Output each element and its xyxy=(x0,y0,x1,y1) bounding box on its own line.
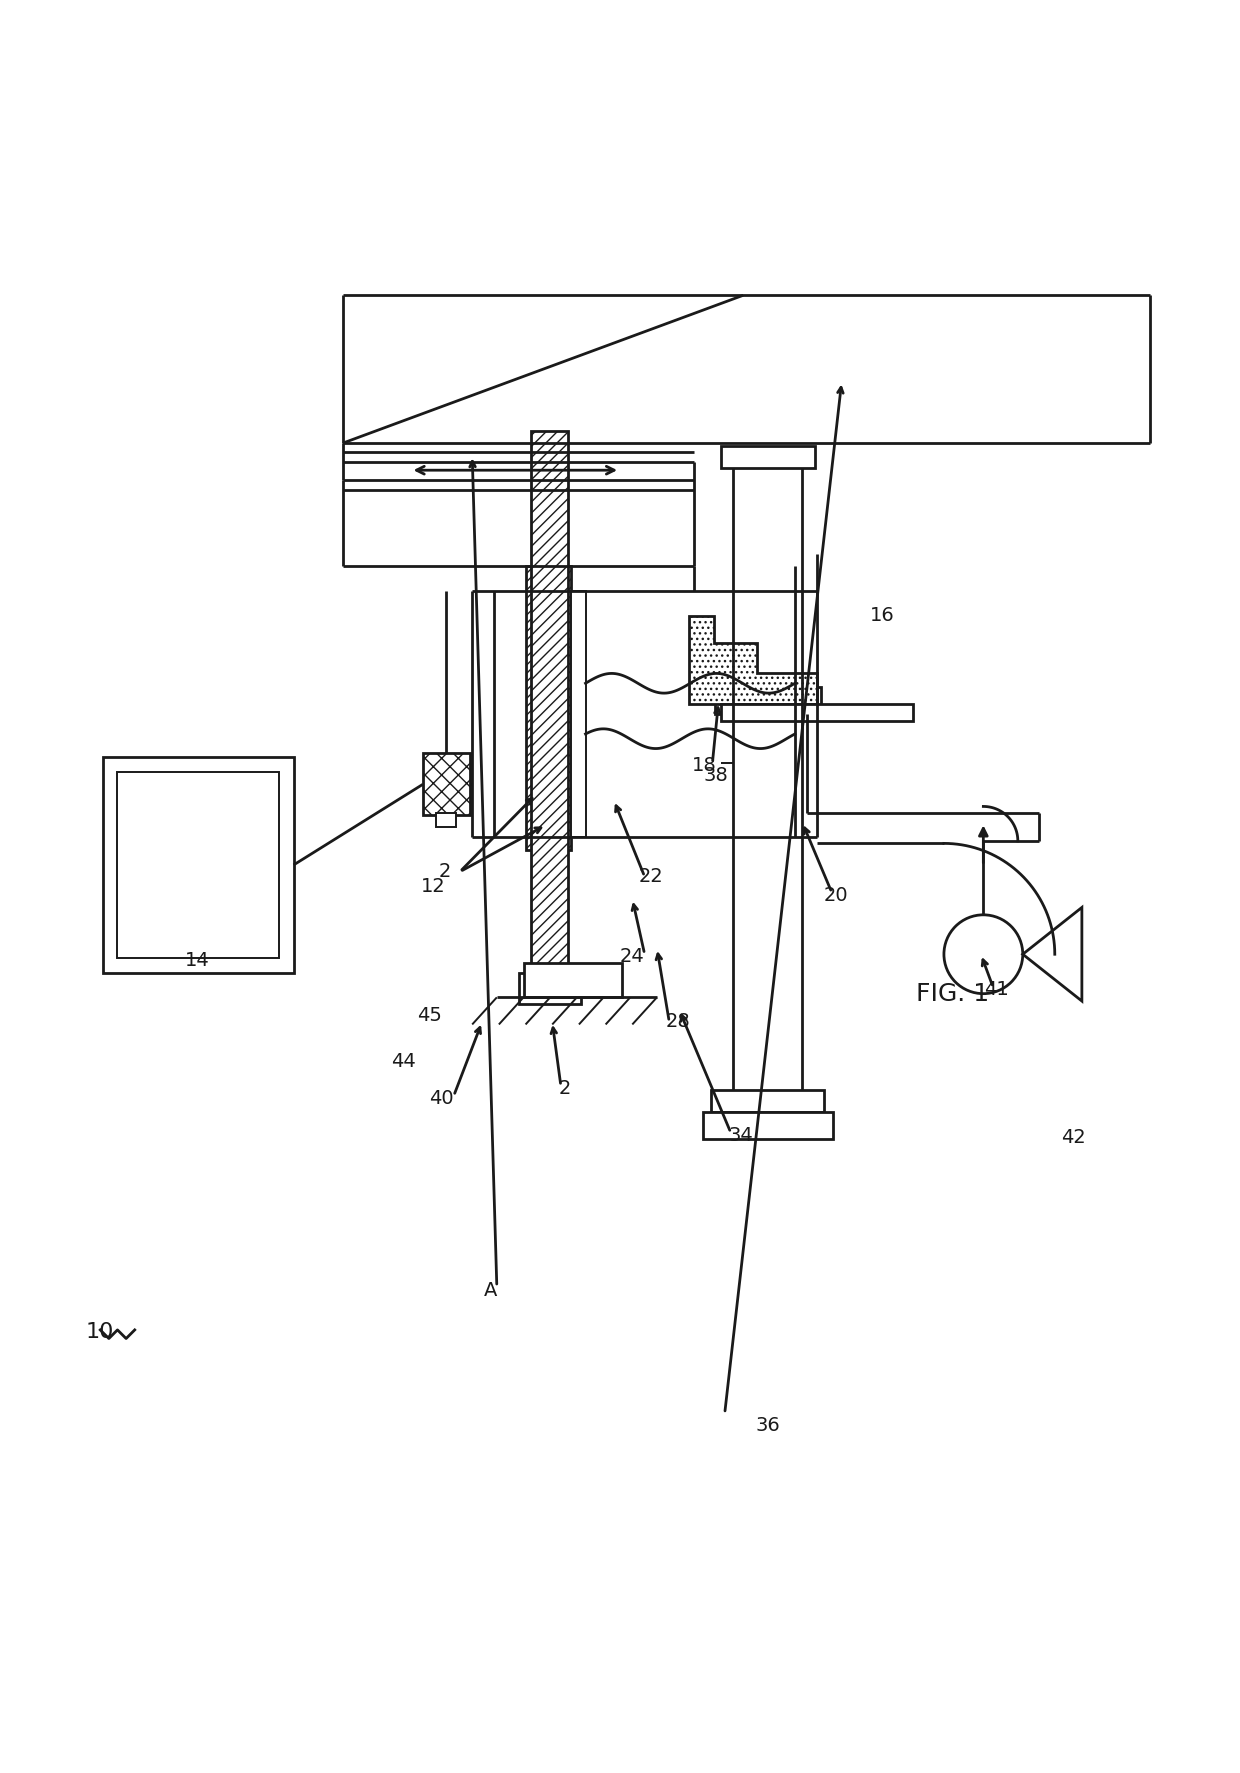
Bar xyxy=(570,590,585,837)
Bar xyxy=(712,1090,825,1112)
Text: 14: 14 xyxy=(185,950,210,970)
Bar xyxy=(703,1112,833,1138)
Bar xyxy=(531,431,568,973)
Text: 10: 10 xyxy=(86,1323,114,1342)
Text: 36: 36 xyxy=(755,1417,780,1436)
Bar xyxy=(527,566,570,849)
Text: 24: 24 xyxy=(620,947,645,966)
Text: 16: 16 xyxy=(870,606,895,626)
Text: 22: 22 xyxy=(639,867,663,886)
Text: 45: 45 xyxy=(417,1007,441,1025)
Text: 2: 2 xyxy=(558,1080,570,1097)
Bar xyxy=(520,973,580,1004)
Text: 20: 20 xyxy=(823,886,848,904)
Text: FIG. 1: FIG. 1 xyxy=(916,982,990,1005)
Text: 40: 40 xyxy=(429,1089,454,1108)
Text: 38: 38 xyxy=(703,766,728,785)
Text: 42: 42 xyxy=(1061,1128,1086,1147)
Bar xyxy=(423,754,470,816)
Text: 34: 34 xyxy=(728,1126,753,1145)
Text: 28: 28 xyxy=(666,1012,691,1032)
Text: 12: 12 xyxy=(420,878,445,895)
Text: 44: 44 xyxy=(391,1051,415,1071)
Bar xyxy=(436,812,456,828)
Bar xyxy=(525,963,622,998)
Text: 2: 2 xyxy=(439,862,451,881)
Bar xyxy=(103,757,294,973)
Bar xyxy=(118,771,279,957)
Text: 18: 18 xyxy=(692,757,717,775)
Bar xyxy=(720,445,815,468)
Bar xyxy=(714,686,821,715)
Polygon shape xyxy=(689,615,817,704)
Text: 41: 41 xyxy=(985,980,1009,1000)
Polygon shape xyxy=(1023,908,1081,1002)
Text: A: A xyxy=(484,1280,497,1300)
Bar xyxy=(720,704,913,722)
